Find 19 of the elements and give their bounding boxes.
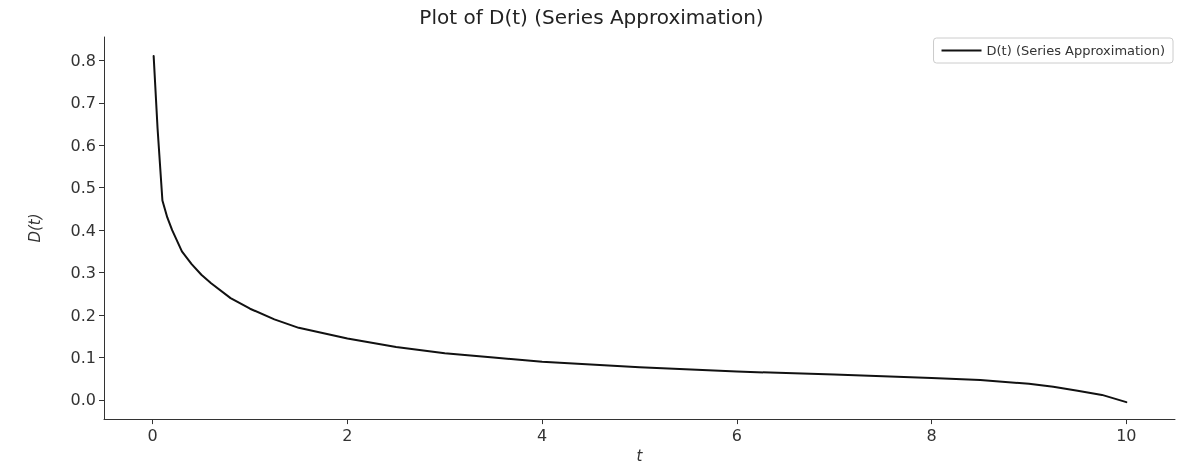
y-tick-label: 0.4: [70, 220, 96, 240]
x-tick-label: 10: [1116, 425, 1137, 445]
x-tick-label: 8: [926, 425, 937, 445]
y-tick-label: 0.7: [70, 93, 96, 113]
y-tick-label: 0.5: [70, 178, 96, 198]
x-tick-label: 6: [731, 425, 742, 445]
legend-label: D(t) (Series Approximation): [986, 43, 1165, 58]
y-tick-label: 0.0: [70, 390, 96, 410]
y-tick-label: 0.6: [70, 135, 96, 155]
y-tick-label: 0.3: [70, 263, 96, 283]
x-tick-label: 4: [537, 425, 548, 445]
y-tick-label: 0.1: [70, 348, 96, 368]
y-tick-label: 0.2: [70, 305, 96, 325]
x-tick-label: 0: [147, 425, 158, 445]
x-axis-title: t: [636, 446, 644, 465]
y-axis-title: D(t): [25, 213, 44, 243]
y-tick-label: 0.8: [70, 50, 96, 70]
x-tick-label: 2: [342, 425, 353, 445]
chart-title: Plot of D(t) (Series Approximation): [419, 5, 764, 29]
